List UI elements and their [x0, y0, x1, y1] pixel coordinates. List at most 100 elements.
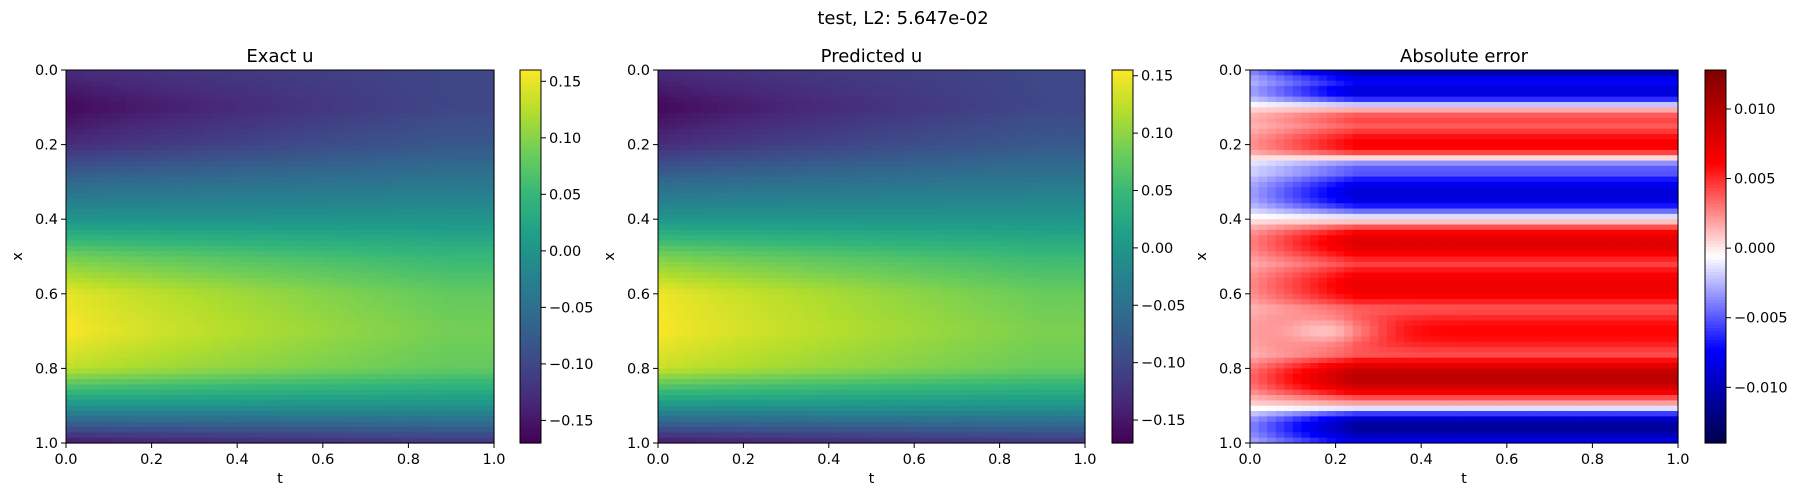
heatmap-cell: [177, 192, 187, 199]
heatmap-cell: [476, 267, 487, 274]
heatmap-cell: [117, 91, 127, 98]
heatmap-cell: [399, 309, 409, 316]
heatmap-cell: [382, 299, 392, 306]
heatmap-cell: [726, 149, 736, 156]
heatmap-cell: [709, 171, 719, 178]
heatmap-cell: [66, 256, 76, 263]
heatmap-cell: [288, 235, 298, 242]
heatmap-cell: [202, 368, 213, 375]
heatmap-cell: [125, 160, 136, 167]
heatmap-cell: [888, 149, 898, 156]
heatmap-cell: [151, 107, 161, 114]
heatmap-cell: [271, 107, 281, 114]
heatmap-cell: [280, 251, 290, 258]
heatmap-cell: [297, 139, 307, 146]
heatmap-cell: [982, 128, 992, 135]
heatmap-cell: [743, 160, 753, 167]
heatmap-cell: [399, 341, 409, 348]
heatmap-cell: [160, 123, 170, 130]
heatmap-cell: [442, 272, 452, 279]
heatmap-cell: [280, 373, 290, 380]
heatmap-cell: [262, 235, 273, 242]
heatmap-cell: [322, 293, 332, 300]
heatmap-cell: [365, 336, 375, 343]
heatmap-cell: [982, 181, 992, 188]
heatmap-cell: [820, 117, 830, 124]
heatmap-cell: [425, 256, 435, 263]
heatmap-cell: [220, 411, 230, 417]
heatmap-cell: [271, 304, 281, 311]
heatmap-cell: [108, 432, 118, 439]
heatmap-cell: [202, 315, 213, 322]
heatmap-cell: [202, 107, 213, 114]
heatmap-cell: [973, 107, 984, 114]
heatmap-cell: [391, 277, 401, 284]
heatmap-cell: [271, 213, 281, 220]
heatmap-cell: [280, 325, 290, 332]
heatmap-cell: [1008, 117, 1018, 124]
heatmap-cell: [399, 384, 409, 391]
heatmap-cell: [143, 240, 153, 247]
heatmap-cell: [982, 171, 992, 178]
heatmap-cell: [254, 352, 264, 359]
heatmap-cell: [459, 123, 469, 130]
heatmap-cell: [408, 144, 418, 151]
heatmap-cell: [134, 416, 144, 423]
heatmap-cell: [391, 411, 401, 417]
heatmap-cell: [297, 123, 307, 130]
heatmap-cell: [237, 325, 247, 332]
heatmap-cell: [185, 341, 195, 348]
heatmap-cell: [399, 427, 409, 433]
heatmap-cell: [91, 309, 101, 316]
heatmap-cell: [339, 315, 350, 322]
heatmap-cell: [348, 277, 358, 284]
heatmap-cell: [982, 91, 992, 98]
heatmap-cell: [382, 203, 392, 210]
heatmap-cell: [451, 405, 461, 412]
heatmap-cell: [151, 160, 161, 167]
heatmap-cell: [922, 155, 932, 162]
heatmap-cell: [348, 421, 358, 428]
heatmap-cell: [83, 341, 93, 348]
heatmap-cell: [828, 149, 838, 156]
heatmap-cell: [348, 235, 358, 242]
heatmap-cell: [416, 203, 427, 210]
heatmap-cell: [468, 437, 478, 444]
heatmap-cell: [151, 123, 161, 130]
heatmap-cell: [100, 347, 110, 354]
heatmap-cell: [125, 299, 136, 306]
heatmap-cell: [331, 432, 341, 439]
heatmap-cell: [262, 160, 273, 167]
heatmap-cell: [125, 219, 136, 226]
heatmap-cell: [743, 176, 753, 183]
heatmap-cell: [374, 400, 384, 407]
heatmap-cell: [66, 107, 76, 114]
colorbar-segment: [520, 191, 541, 195]
heatmap-cell: [194, 293, 204, 300]
heatmap-cell: [100, 240, 110, 247]
heatmap-cell: [973, 171, 984, 178]
heatmap-cell: [305, 379, 315, 385]
heatmap-cell: [476, 421, 487, 428]
heatmap-cell: [1025, 107, 1035, 114]
heatmap-cell: [365, 112, 375, 119]
heatmap-cell: [485, 336, 495, 343]
heatmap-cell: [803, 144, 813, 151]
heatmap-cell: [297, 203, 307, 210]
heatmap-cell: [1008, 107, 1018, 114]
heatmap-cell: [271, 395, 281, 401]
heatmap-cell: [74, 373, 84, 380]
heatmap-cell: [897, 155, 907, 162]
heatmap-cell: [160, 213, 170, 220]
heatmap-cell: [973, 85, 984, 92]
heatmap-cell: [948, 112, 958, 119]
heatmap-cell: [177, 261, 187, 268]
heatmap-cell: [365, 75, 375, 82]
heatmap-cell: [734, 181, 744, 188]
heatmap-cell: [1059, 160, 1069, 167]
heatmap-cell: [408, 117, 418, 124]
heatmap-cell: [314, 128, 324, 135]
heatmap-cell: [288, 75, 298, 82]
heatmap-cell: [399, 155, 409, 162]
heatmap-cell: [709, 187, 719, 194]
